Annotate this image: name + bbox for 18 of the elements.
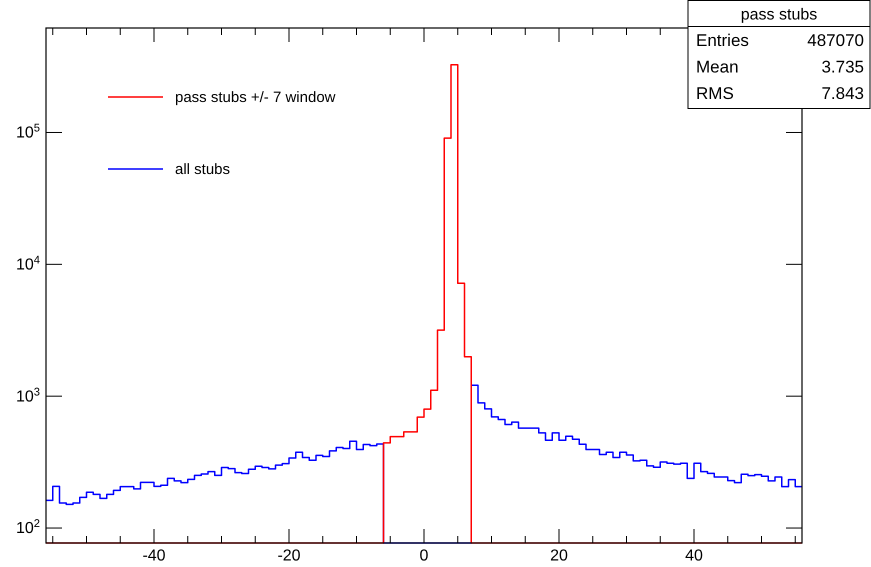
x-tick-label: 0 [420, 547, 429, 564]
y-tick-label: 10$^{2}$ [16, 518, 40, 538]
x-tick-label: 40 [685, 547, 703, 564]
y-tick-label: 10$^{5}$ [16, 122, 40, 142]
x-tick-label: -40 [142, 547, 166, 564]
y-tick-label: 10$^{4}$ [16, 254, 40, 274]
text: pass stubs [740, 6, 818, 24]
text: 487070 [807, 31, 864, 50]
legend-label: all stubs [175, 161, 230, 178]
text: 3.735 [821, 58, 864, 76]
legend-label: pass stubs +/- 7 window [175, 89, 336, 106]
x-tick-label: 20 [550, 547, 568, 564]
annotation: Entries [696, 31, 749, 50]
annotation: Mean [696, 58, 739, 76]
annotation: RMS [696, 84, 734, 103]
x-tick-label: -20 [277, 547, 301, 564]
text: 7.843 [821, 84, 864, 103]
y-tick-label: 10$^{3}$ [16, 386, 40, 406]
